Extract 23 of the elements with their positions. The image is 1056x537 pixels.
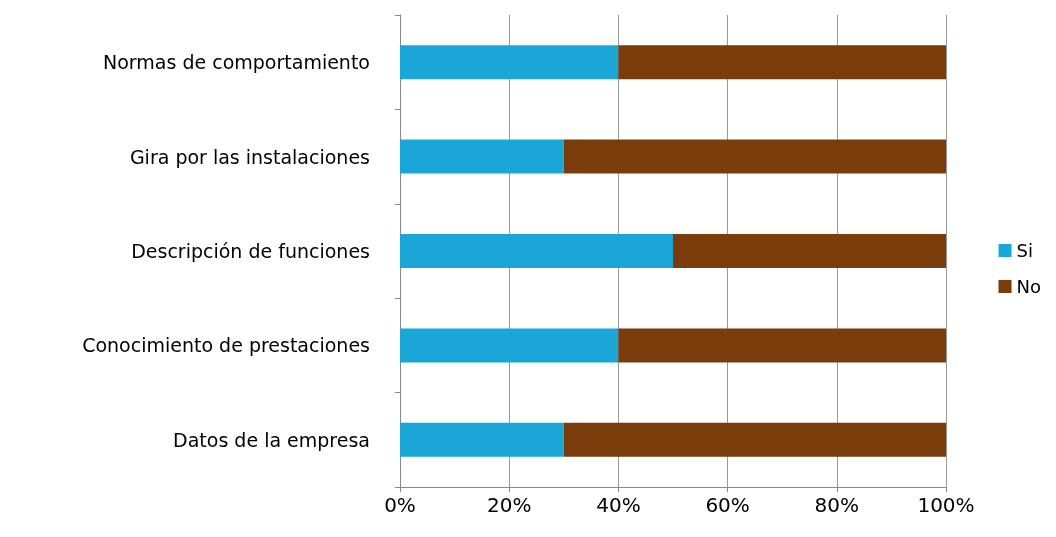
bar (400, 45, 619, 80)
bar (400, 422, 564, 457)
x-tick-label: 60% (705, 493, 750, 517)
bar (618, 328, 946, 363)
y-tick-label: Descripción de funciones (131, 240, 370, 262)
legend-label: No (1016, 276, 1042, 297)
bar (400, 328, 619, 363)
bar (618, 45, 946, 80)
x-tick-label: 20% (486, 493, 532, 517)
y-tick-label: Normas de comportamiento (103, 51, 370, 74)
y-tick-label: Conocimiento de prestaciones (82, 334, 370, 357)
x-tick-label: 80% (814, 493, 860, 517)
bar (400, 234, 673, 268)
bar (563, 422, 946, 457)
x-tick-label: 40% (596, 493, 641, 517)
x-tick-label: 100% (917, 493, 975, 517)
bar (400, 139, 564, 174)
bar (563, 139, 946, 174)
legend-label: Si (1016, 240, 1033, 261)
y-tick-label: Datos de la empresa (173, 428, 370, 451)
y-tick-label: Gira por las instalaciones (129, 145, 370, 168)
bar (673, 234, 946, 268)
x-tick-label: 0% (384, 493, 416, 517)
